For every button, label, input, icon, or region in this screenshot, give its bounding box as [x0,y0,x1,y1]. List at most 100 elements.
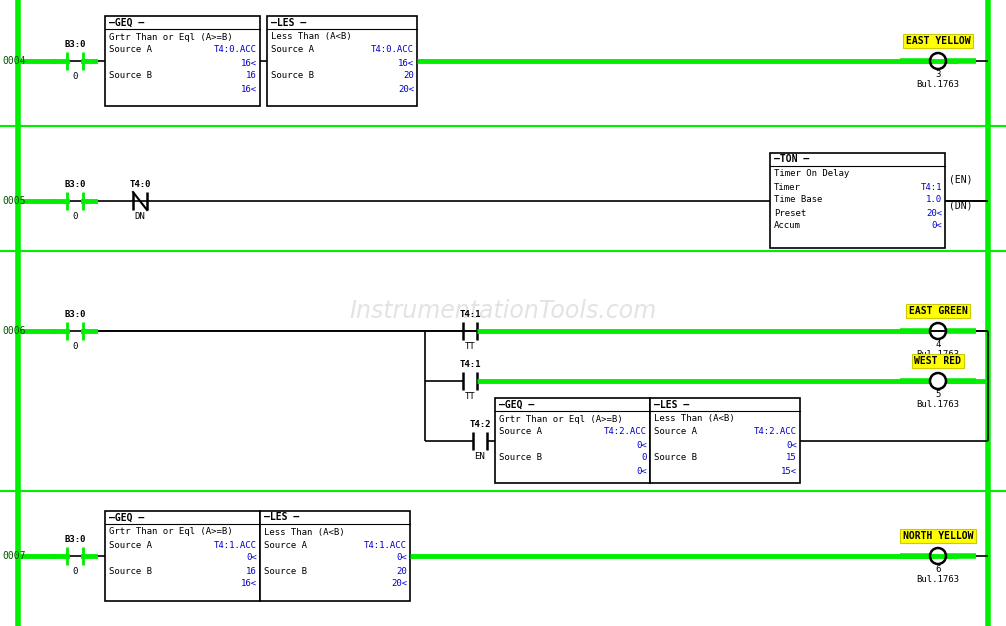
Text: 0: 0 [72,567,77,576]
Text: 0007: 0007 [2,551,25,561]
Text: TT: TT [465,342,476,351]
Text: TT: TT [465,392,476,401]
Text: T4:0.ACC: T4:0.ACC [371,46,414,54]
Text: 16<: 16< [240,580,257,588]
Text: Source B: Source B [109,71,152,81]
Text: Source A: Source A [271,46,314,54]
Bar [650,398,800,483]
Text: 20: 20 [403,71,414,81]
Text: Time Base: Time Base [774,195,822,205]
Bar [105,16,260,106]
Text: —GEQ —: —GEQ — [109,513,144,523]
Text: B3:0: B3:0 [64,40,86,49]
Text: 16<: 16< [240,58,257,68]
Text: T4:2.ACC: T4:2.ACC [754,428,797,436]
Text: 0<: 0< [787,441,797,449]
Text: WEST RED: WEST RED [914,356,962,366]
Text: 0: 0 [642,453,647,463]
Text: EAST GREEN: EAST GREEN [908,306,968,316]
Text: 1.0: 1.0 [926,195,942,205]
Text: O:0: O:0 [930,362,946,371]
Text: Source B: Source B [499,453,542,463]
Text: Source A: Source A [654,428,697,436]
Text: Bul.1763: Bul.1763 [916,400,960,409]
Bar [770,153,945,248]
Text: Source A: Source A [499,428,542,436]
Text: T4:1.ACC: T4:1.ACC [364,540,407,550]
Text: Source A: Source A [109,46,152,54]
Text: Preset: Preset [774,208,806,217]
Text: EAST YELLOW: EAST YELLOW [905,36,971,46]
Text: T4:1: T4:1 [460,310,481,319]
Text: Grtr Than or Eql (A>=B): Grtr Than or Eql (A>=B) [499,414,623,424]
Text: 0005: 0005 [2,196,25,206]
Text: 0: 0 [72,72,77,81]
Text: Source A: Source A [264,540,307,550]
Text: 20<: 20< [391,580,407,588]
Text: 0<: 0< [636,466,647,476]
Text: (DN): (DN) [949,200,973,210]
Text: Timer: Timer [774,183,801,192]
Text: —LES —: —LES — [654,399,689,409]
Text: 0: 0 [72,212,77,221]
Text: 5: 5 [936,390,941,399]
Text: Accum: Accum [774,222,801,230]
Text: Less Than (A<B): Less Than (A<B) [264,528,345,536]
Text: Less Than (A<B): Less Than (A<B) [654,414,734,424]
Text: 3: 3 [936,70,941,79]
Text: Grtr Than or Eql (A>=B): Grtr Than or Eql (A>=B) [109,33,232,41]
Text: 0006: 0006 [2,326,25,336]
Text: Timer On Delay: Timer On Delay [774,170,849,178]
Text: T4:1: T4:1 [920,183,942,192]
Text: Source B: Source B [271,71,314,81]
Text: 20: 20 [396,567,407,575]
Text: B3:0: B3:0 [64,310,86,319]
Text: 0004: 0004 [2,56,25,66]
Text: EN: EN [475,452,485,461]
Text: Bul.1763: Bul.1763 [916,80,960,89]
Text: —LES —: —LES — [271,18,306,28]
Text: 4: 4 [936,340,941,349]
Text: B3:0: B3:0 [64,180,86,189]
Bar [267,16,417,106]
Text: B3:0: B3:0 [64,535,86,544]
Text: 15<: 15< [781,466,797,476]
Text: 6: 6 [936,565,941,574]
Text: Less Than (A<B): Less Than (A<B) [271,33,352,41]
Text: Bul.1763: Bul.1763 [916,350,960,359]
Bar [105,511,260,601]
Text: O:0: O:0 [930,312,946,321]
Text: T4:2: T4:2 [469,420,491,429]
Text: 20<: 20< [926,208,942,217]
Text: NORTH YELLOW: NORTH YELLOW [902,531,973,541]
Text: (EN): (EN) [949,174,973,184]
Text: —TON —: —TON — [774,155,809,165]
Text: Source B: Source B [654,453,697,463]
Text: 0<: 0< [246,553,257,563]
Text: —GEQ —: —GEQ — [499,399,534,409]
Text: O:0: O:0 [930,42,946,51]
Text: 15: 15 [787,453,797,463]
Text: —LES —: —LES — [264,513,299,523]
Text: 20<: 20< [398,85,414,93]
Text: 0<: 0< [636,441,647,449]
Text: T4:0.ACC: T4:0.ACC [214,46,257,54]
Bar [495,398,650,483]
Text: 0: 0 [72,342,77,351]
Text: Grtr Than or Eql (A>=B): Grtr Than or Eql (A>=B) [109,528,232,536]
Text: T4:1.ACC: T4:1.ACC [214,540,257,550]
Text: 16: 16 [246,567,257,575]
Text: Source B: Source B [109,567,152,575]
Text: Source A: Source A [109,540,152,550]
Text: 16<: 16< [398,58,414,68]
Text: T4:0: T4:0 [129,180,151,189]
Bar [260,511,410,601]
Text: O:0: O:0 [930,537,946,546]
Text: InstrumentationTools.com: InstrumentationTools.com [349,299,657,323]
Text: 0<: 0< [396,553,407,563]
Text: 16: 16 [246,71,257,81]
Text: 16<: 16< [240,85,257,93]
Text: T4:2.ACC: T4:2.ACC [604,428,647,436]
Text: Bul.1763: Bul.1763 [916,575,960,584]
Text: 0<: 0< [932,222,942,230]
